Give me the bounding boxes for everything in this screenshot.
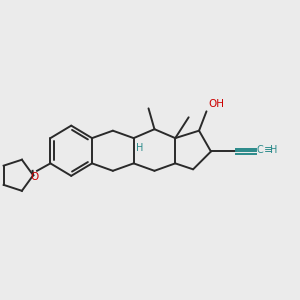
Text: H: H — [270, 145, 277, 155]
Text: OH: OH — [208, 99, 224, 109]
Text: ≡: ≡ — [264, 145, 273, 155]
Text: H: H — [136, 142, 143, 153]
Text: C: C — [256, 145, 263, 155]
Text: O: O — [31, 172, 39, 182]
